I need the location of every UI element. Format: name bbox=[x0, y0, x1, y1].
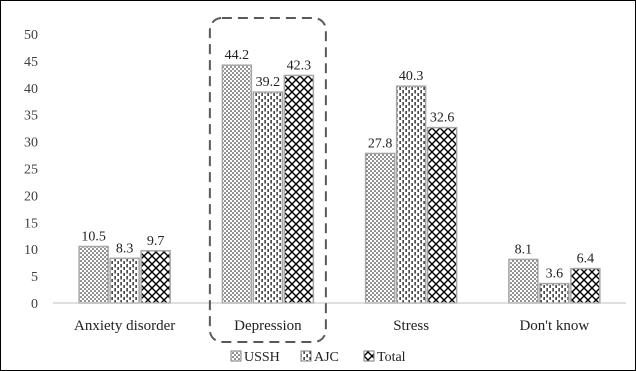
legend-item-ajc: AJC bbox=[300, 350, 339, 365]
legend-swatch bbox=[230, 350, 242, 362]
legend: USSH AJC Total bbox=[230, 350, 406, 365]
data-label: 32.6 bbox=[430, 111, 455, 126]
data-label: 42.3 bbox=[287, 58, 312, 73]
data-label: 9.7 bbox=[147, 234, 165, 249]
bar-total bbox=[426, 126, 458, 304]
y-tick-label: 5 bbox=[31, 270, 38, 285]
bar-total bbox=[140, 250, 171, 304]
x-category-label: Don't know bbox=[519, 318, 589, 334]
data-label: 39.2 bbox=[256, 75, 281, 90]
legend-label: USSH bbox=[244, 350, 280, 365]
bar-ajc bbox=[395, 85, 427, 304]
legend-label: Total bbox=[377, 350, 406, 365]
bar-ajc bbox=[252, 91, 284, 304]
data-label: 3.6 bbox=[546, 267, 564, 282]
y-tick-label: 10 bbox=[24, 243, 38, 258]
data-label: 8.1 bbox=[515, 242, 533, 257]
legend-item-ussh: USSH bbox=[230, 350, 280, 365]
bar-ussh bbox=[508, 258, 539, 304]
y-tick-label: 50 bbox=[24, 28, 38, 43]
bars bbox=[78, 64, 601, 304]
legend-item-total: Total bbox=[363, 350, 406, 365]
y-tick-label: 40 bbox=[24, 82, 38, 97]
y-tick-label: 30 bbox=[24, 136, 38, 151]
legend-swatch bbox=[363, 350, 375, 362]
legend-swatch bbox=[300, 350, 312, 362]
bar-total bbox=[283, 74, 315, 304]
category-labels: Anxiety disorder Depression Stress Don't kn… bbox=[74, 318, 589, 334]
data-labels: 10.5 8.3 9.7 44.2 39.2 42.3 27.8 40.3 32.6 8.1 3.6… bbox=[81, 48, 594, 281]
legend-label: AJC bbox=[314, 350, 339, 365]
bar-ajc bbox=[539, 282, 570, 304]
x-category-label: Anxiety disorder bbox=[74, 318, 175, 334]
data-label: 10.5 bbox=[81, 230, 106, 245]
data-label: 6.4 bbox=[577, 252, 595, 267]
y-axis-tick-labels: 0 5 10 15 20 25 30 35 40 45 50 bbox=[24, 28, 38, 312]
y-tick-label: 25 bbox=[24, 163, 38, 178]
y-tick-label: 20 bbox=[24, 189, 38, 204]
bar-total bbox=[570, 267, 601, 304]
y-tick-label: 35 bbox=[24, 109, 38, 124]
y-tick-label: 0 bbox=[31, 297, 38, 312]
data-label: 40.3 bbox=[399, 69, 424, 84]
depression-highlight-box bbox=[208, 17, 327, 343]
y-tick-label: 15 bbox=[24, 216, 38, 231]
x-category-label: Depression bbox=[234, 318, 302, 334]
bar-ajc bbox=[109, 257, 140, 304]
bar-ussh bbox=[221, 64, 253, 304]
data-label: 27.8 bbox=[368, 136, 393, 151]
data-label: 8.3 bbox=[116, 241, 134, 256]
x-category-label: Stress bbox=[393, 318, 429, 334]
bar-ussh bbox=[78, 245, 109, 304]
y-tick-label: 45 bbox=[24, 55, 38, 70]
data-label: 44.2 bbox=[225, 48, 250, 63]
bar-ussh bbox=[364, 152, 396, 304]
